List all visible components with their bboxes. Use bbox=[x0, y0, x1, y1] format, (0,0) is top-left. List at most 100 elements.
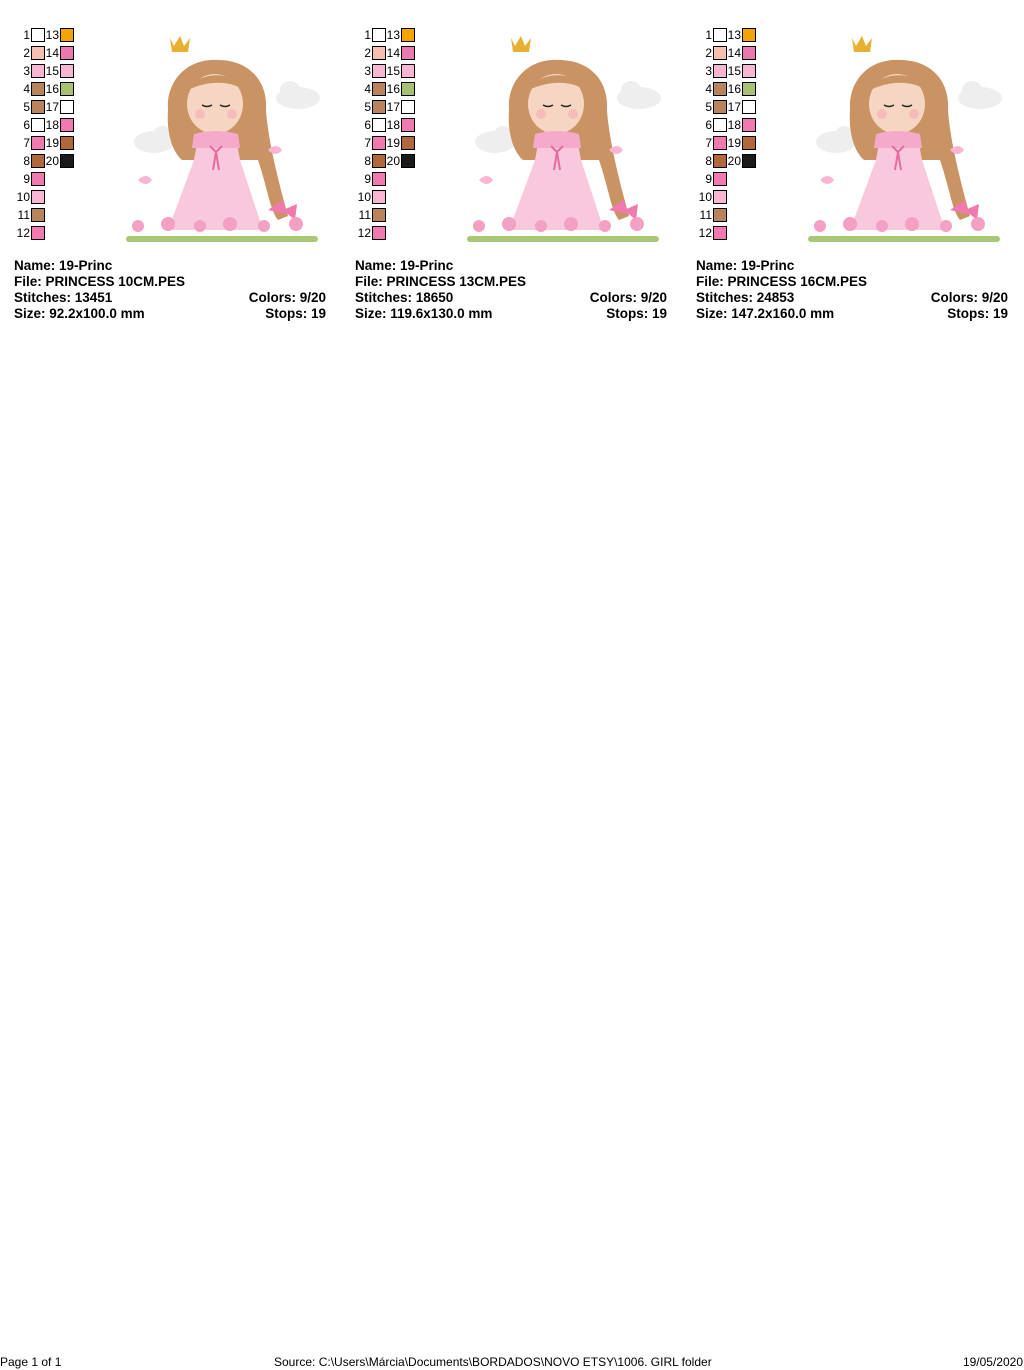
cloud-icon bbox=[475, 126, 515, 153]
color-box bbox=[31, 118, 45, 132]
color-box bbox=[372, 190, 386, 204]
thread-number: 1 bbox=[23, 28, 30, 42]
color-box bbox=[401, 28, 415, 42]
thread-swatch: 11 bbox=[351, 206, 386, 224]
color-count: Colors: 9/20 bbox=[589, 290, 667, 305]
thread-swatch: 13 bbox=[380, 26, 415, 44]
thread-number: 11 bbox=[358, 208, 371, 222]
thread-swatch: 3 bbox=[692, 62, 727, 80]
thread-number: 2 bbox=[364, 46, 371, 60]
color-box bbox=[372, 64, 386, 78]
thread-number: 6 bbox=[705, 118, 712, 132]
thread-number: 5 bbox=[364, 100, 371, 114]
design-card: 1 2 3 4 5 6 7 8 9 10 11 12 13 1 bbox=[692, 26, 1012, 326]
print-date: 19/05/2020 bbox=[962, 1355, 1023, 1369]
cloud-icon bbox=[617, 81, 661, 109]
thread-number: 10 bbox=[357, 190, 371, 204]
thread-swatch: 16 bbox=[39, 80, 74, 98]
color-box bbox=[742, 46, 756, 60]
thread-swatch: 15 bbox=[39, 62, 74, 80]
princess-embroidery-image bbox=[467, 36, 661, 242]
thread-swatch: 14 bbox=[721, 44, 756, 62]
stitch-count: Stitches: 18650 bbox=[355, 290, 454, 305]
design-preview bbox=[800, 30, 1010, 250]
design-name: Name: 19-Princ bbox=[14, 258, 113, 273]
color-box bbox=[713, 172, 727, 186]
thread-number: 20 bbox=[45, 154, 59, 168]
thread-number: 17 bbox=[386, 100, 400, 114]
color-box bbox=[401, 154, 415, 168]
thread-swatch: 7 bbox=[692, 134, 727, 152]
color-box bbox=[372, 100, 386, 114]
thread-swatch: 5 bbox=[351, 98, 386, 116]
color-box bbox=[31, 172, 45, 186]
color-box bbox=[401, 100, 415, 114]
design-size: Size: 92.2x100.0 mm bbox=[14, 306, 145, 321]
thread-number: 16 bbox=[45, 82, 59, 96]
color-box bbox=[713, 154, 727, 168]
thread-swatch: 19 bbox=[380, 134, 415, 152]
thread-swatch: 14 bbox=[380, 44, 415, 62]
cloud-icon bbox=[134, 126, 174, 153]
thread-swatch: 8 bbox=[692, 152, 727, 170]
thread-swatch: 1 bbox=[692, 26, 727, 44]
thread-swatch: 5 bbox=[10, 98, 45, 116]
thread-swatch: 15 bbox=[721, 62, 756, 80]
design-preview bbox=[459, 30, 669, 250]
color-box bbox=[31, 154, 45, 168]
design-size: Size: 147.2x160.0 mm bbox=[696, 306, 835, 321]
color-box bbox=[31, 208, 45, 222]
color-box bbox=[742, 82, 756, 96]
color-box bbox=[60, 136, 74, 150]
color-box bbox=[713, 100, 727, 114]
thread-number: 14 bbox=[386, 46, 400, 60]
thread-swatch: 19 bbox=[721, 134, 756, 152]
thread-number: 8 bbox=[705, 154, 712, 168]
color-box bbox=[401, 136, 415, 150]
color-box bbox=[713, 190, 727, 204]
source-path: Source: C:\Users\Márcia\Documents\BORDAD… bbox=[274, 1355, 712, 1369]
thread-number: 11 bbox=[17, 208, 30, 222]
design-info: Name: 19-Princ File: PRINCESS 10CM.PES S… bbox=[14, 258, 326, 322]
color-box bbox=[31, 64, 45, 78]
color-box bbox=[60, 118, 74, 132]
color-box bbox=[401, 46, 415, 60]
thread-swatch: 11 bbox=[10, 206, 45, 224]
thread-swatch: 10 bbox=[692, 188, 727, 206]
stop-count: Stops: 19 bbox=[606, 306, 667, 321]
thread-swatch: 7 bbox=[351, 134, 386, 152]
thread-swatch: 18 bbox=[721, 116, 756, 134]
thread-number: 12 bbox=[357, 226, 371, 240]
thread-swatch: 8 bbox=[351, 152, 386, 170]
thread-number: 13 bbox=[386, 28, 400, 42]
color-box bbox=[31, 226, 45, 240]
color-box bbox=[372, 136, 386, 150]
thread-number: 19 bbox=[727, 136, 741, 150]
color-box bbox=[401, 64, 415, 78]
thread-swatch: 16 bbox=[721, 80, 756, 98]
thread-number: 19 bbox=[386, 136, 400, 150]
design-preview bbox=[118, 30, 328, 250]
thread-number: 5 bbox=[705, 100, 712, 114]
color-box bbox=[713, 118, 727, 132]
color-box bbox=[742, 154, 756, 168]
color-box bbox=[31, 28, 45, 42]
color-count: Colors: 9/20 bbox=[930, 290, 1008, 305]
thread-swatch: 4 bbox=[351, 80, 386, 98]
thread-swatch: 2 bbox=[692, 44, 727, 62]
thread-swatch: 12 bbox=[692, 224, 727, 242]
color-box bbox=[60, 28, 74, 42]
thread-number: 5 bbox=[23, 100, 30, 114]
design-info: Name: 19-Princ File: PRINCESS 16CM.PES S… bbox=[696, 258, 1008, 322]
color-box bbox=[31, 136, 45, 150]
thread-swatch: 1 bbox=[10, 26, 45, 44]
design-card: 1 2 3 4 5 6 7 8 9 10 11 12 13 1 bbox=[351, 26, 671, 326]
thread-number: 6 bbox=[364, 118, 371, 132]
thread-number: 15 bbox=[45, 64, 59, 78]
thread-number: 20 bbox=[386, 154, 400, 168]
thread-swatch: 7 bbox=[10, 134, 45, 152]
thread-swatch: 6 bbox=[10, 116, 45, 134]
princess-embroidery-image bbox=[808, 36, 1002, 242]
design-info: Name: 19-Princ File: PRINCESS 13CM.PES S… bbox=[355, 258, 667, 322]
thread-swatch: 18 bbox=[380, 116, 415, 134]
